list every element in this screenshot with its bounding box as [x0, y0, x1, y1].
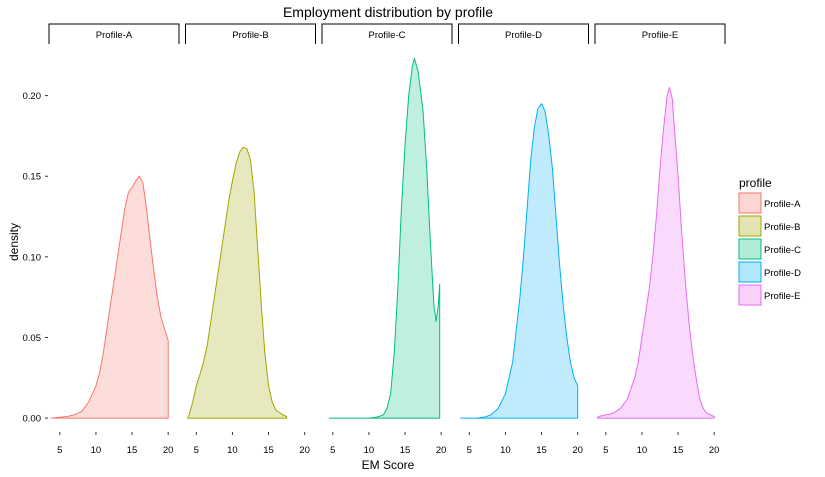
x-tick-label: 20 — [436, 445, 447, 456]
y-axis: 0.00 0.05 0.10 0.15 0.20 — [23, 91, 48, 425]
x-tick-label: 10 — [227, 445, 238, 456]
x-tick-label: 15 — [263, 445, 274, 456]
x-tick-label: 10 — [91, 445, 102, 456]
facet-strip-label: Profile-E — [642, 30, 678, 41]
legend-item-profile-b: Profile-B — [738, 215, 800, 237]
x-tick-label: 20 — [299, 445, 310, 456]
facet-strip — [48, 23, 180, 44]
x-tick-label: 20 — [709, 445, 720, 456]
legend: Profile-A Profile-B Profile-C Profile-D Prof… — [738, 192, 801, 306]
panel-profile-d: Profile-D 5 10 15 20 — [458, 23, 589, 456]
legend-key — [738, 215, 762, 237]
x-tick-label: 20 — [572, 445, 583, 456]
y-tick-label: 0.15 — [23, 172, 42, 183]
panel-profile-a: Profile-A 5 10 15 20 — [48, 23, 180, 456]
y-tick-label: 0.05 — [23, 333, 42, 344]
x-tick-label: 5 — [57, 445, 62, 456]
legend-key — [738, 238, 762, 260]
y-tick-label: 0.20 — [23, 91, 42, 102]
facet-strip-label: Profile-C — [369, 30, 406, 41]
facet-strip-label: Profile-B — [232, 30, 268, 41]
facet-strip — [185, 23, 316, 44]
x-tick-label: 5 — [330, 445, 335, 456]
x-tick-label: 20 — [163, 445, 174, 456]
density-area-profile-a — [50, 175, 169, 419]
density-area-profile-c — [328, 58, 441, 419]
density-area-profile-e — [596, 87, 715, 419]
density-area-profile-d — [460, 103, 579, 419]
legend-label: Profile-C — [764, 245, 801, 256]
facet-strip — [458, 23, 589, 44]
panel-profile-c: Profile-C 5 10 15 20 — [321, 23, 453, 456]
y-tick-label: 0.10 — [23, 252, 42, 263]
x-tick-label: 5 — [603, 445, 608, 456]
panel-profile-e: Profile-E 5 10 15 20 — [594, 23, 726, 456]
chart-title: Employment distribution by profile — [283, 4, 493, 20]
facet-strip — [321, 23, 453, 44]
x-tick-label: 5 — [467, 445, 472, 456]
legend-item-profile-a: Profile-A — [738, 192, 801, 214]
legend-title: profile — [739, 176, 772, 190]
legend-key — [738, 261, 762, 283]
x-tick-label: 15 — [400, 445, 411, 456]
legend-item-profile-e: Profile-E — [738, 284, 800, 306]
legend-label: Profile-B — [764, 222, 800, 233]
x-tick-label: 10 — [637, 445, 648, 456]
x-tick-label: 10 — [364, 445, 375, 456]
legend-label: Profile-E — [764, 291, 800, 302]
y-tick-label: 0.00 — [23, 414, 42, 425]
legend-key — [738, 284, 762, 306]
x-tick-label: 10 — [500, 445, 511, 456]
panel-profile-b: Profile-B 5 10 15 20 — [185, 23, 316, 456]
x-tick-label: 15 — [536, 445, 547, 456]
x-tick-label: 15 — [673, 445, 684, 456]
legend-label: Profile-A — [764, 199, 801, 210]
legend-item-profile-c: Profile-C — [738, 238, 801, 260]
x-axis-label: EM Score — [362, 458, 415, 472]
legend-key — [738, 192, 762, 214]
facet-strip-label: Profile-D — [505, 30, 542, 41]
facet-strip-label: Profile-A — [96, 30, 133, 41]
y-axis-label: density — [7, 223, 21, 261]
legend-item-profile-d: Profile-D — [738, 261, 801, 283]
density-area-profile-b — [187, 146, 288, 419]
x-tick-label: 5 — [194, 445, 199, 456]
x-tick-label: 15 — [127, 445, 138, 456]
legend-label: Profile-D — [764, 268, 801, 279]
facet-strip — [594, 23, 726, 44]
